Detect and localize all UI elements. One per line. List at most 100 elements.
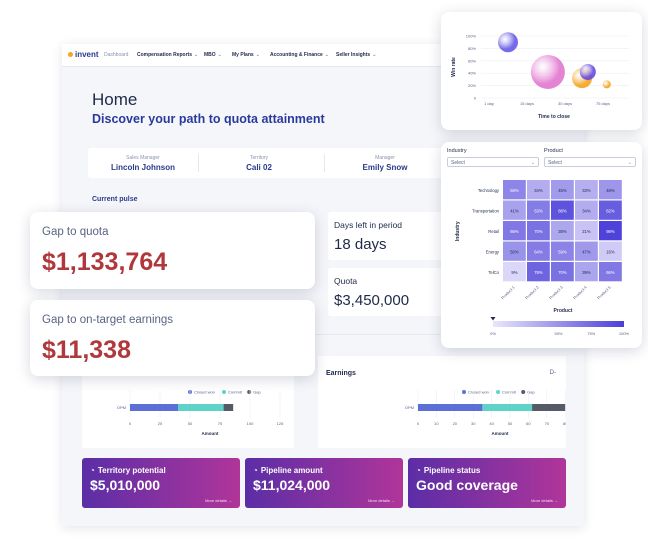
bubble-chart-panel: 0 20% 40% 60% 80% 100% 1 day 15 days 30 days 75 d… (441, 12, 642, 130)
legend-swatch (462, 390, 466, 394)
legend-label: Closed won (194, 390, 215, 395)
heatmap-cell (551, 180, 574, 200)
heatmap-cell (599, 200, 622, 220)
x-tick-label: 125 (277, 421, 284, 426)
cell-label: 38% (558, 229, 567, 234)
cell-label: 88% (558, 208, 567, 213)
y-axis-label: Win rate (451, 57, 457, 77)
x-tick-label: 80 (563, 421, 566, 426)
cell-label: 66% (510, 229, 519, 234)
industry-select[interactable]: Select ⌄ (447, 157, 539, 167)
x-tick-label: 75 (218, 421, 223, 426)
card-pipeline-amount[interactable]: ◔ Pipeline amount $11,024,000 More detail… (245, 458, 403, 508)
info-sales-manager: Sales Manager Lincoln Johnson (111, 155, 175, 172)
y-tick-label: 40% (468, 71, 476, 76)
row-label: Transportation (472, 208, 500, 213)
colorbar-tick-label: 50% (554, 331, 562, 336)
logo-mark-icon (68, 52, 73, 57)
x-tick-label: 40 (489, 421, 494, 426)
bar-commit (178, 404, 224, 411)
heatmap-cell (575, 262, 598, 282)
cell-label: 39% (582, 270, 591, 275)
colorbar (493, 321, 624, 327)
colorbar-tick-label: 100% (619, 331, 630, 336)
earnings-chart-title: Earnings (326, 370, 356, 377)
y-tick-label: OPM (117, 405, 126, 410)
x-axis-label: Time to close (538, 114, 570, 120)
nav-mbo[interactable]: MBO ⌄ (204, 52, 222, 58)
card-pipeline-status[interactable]: ◔ Pipeline status Good coverage More deta… (408, 458, 566, 508)
nav-dashboard[interactable]: Dashboard (104, 52, 129, 58)
nav-accounting-finance[interactable]: Accounting & Finance ⌄ (270, 52, 329, 58)
cell-label: 34% (582, 208, 591, 213)
heatmap-panel: Industry Select ⌄ Product Select ⌄ Technol… (441, 142, 642, 348)
x-tick-label: 60 (526, 421, 531, 426)
legend-swatch (521, 390, 526, 394)
heatmap-cell (599, 221, 622, 241)
colorbar-tick-label: 0% (490, 331, 496, 336)
page-title: Home (92, 90, 138, 109)
heatmap-cell (575, 221, 598, 241)
heatmap-cell (551, 241, 574, 261)
row-label: Energy (486, 249, 500, 254)
arrow-right-icon: → (391, 498, 395, 503)
x-tick-label: 25 (158, 421, 163, 426)
more-details-link[interactable]: More details → (531, 498, 558, 503)
y-tick-label: 20% (468, 83, 476, 88)
earnings-menu-button[interactable]: D- (549, 370, 556, 376)
more-details-link[interactable]: More details → (368, 498, 395, 503)
product-select[interactable]: Select ⌄ (544, 157, 636, 167)
nav-seller-insights[interactable]: Seller Insights ⌄ (336, 52, 377, 58)
legend-swatch (222, 390, 226, 394)
x-axis-label: Amount (492, 431, 509, 436)
heatmap-cell (527, 221, 550, 241)
chevron-down-icon: ⌄ (324, 52, 329, 58)
x-tick-label: 30 days (558, 101, 572, 106)
cell-label: 21% (582, 229, 591, 234)
more-details-link[interactable]: More details → (205, 498, 232, 503)
x-tick-label: 0 (417, 421, 420, 426)
bar-closed-won (418, 404, 483, 411)
cell-label: 59% (558, 249, 567, 254)
card-territory-potential[interactable]: ◔ Territory potential $5,010,000 More det… (82, 458, 240, 508)
cell-label: 50% (510, 249, 519, 254)
earnings-chart-panel: Earnings D- Closed won Commit Gap 0 10 20 30 40… (318, 356, 606, 448)
cell-label: 16% (606, 249, 615, 254)
heatmap-cell (599, 241, 622, 261)
heatmap-chart: Technology 58% 34% 45% 33% 48% Transportation 4… (455, 180, 630, 336)
spark-icon: ◔ (253, 466, 258, 475)
col-label: Product 3 (548, 284, 564, 300)
cell-label: 70% (558, 270, 567, 275)
bar-commit (482, 404, 533, 411)
heatmap-cell (503, 221, 526, 241)
chevron-down-icon: ⌄ (194, 52, 199, 58)
nav-my-plans[interactable]: My Plans ⌄ (232, 52, 260, 58)
chevron-down-icon: ⌄ (255, 52, 260, 58)
filter-product-label: Product (544, 148, 563, 154)
heatmap-cell (551, 262, 574, 282)
chevron-down-icon: ⌄ (627, 160, 632, 166)
cell-label: 41% (510, 208, 519, 213)
heatmap-cell (527, 262, 550, 282)
nav-compensation-reports[interactable]: Compensation Reports ⌄ (137, 52, 199, 58)
cell-label: 78% (534, 270, 543, 275)
x-tick-label: 15 days (520, 101, 534, 106)
y-tick-label: OPM (405, 405, 414, 410)
row-label: Technology (478, 188, 500, 193)
cell-label: 34% (534, 188, 543, 193)
row-label: TelCo (488, 270, 499, 275)
logo[interactable]: invent (68, 50, 99, 59)
x-tick-label: 70 (545, 421, 550, 426)
cell-label: 64% (534, 249, 543, 254)
cell-label: 63% (534, 208, 543, 213)
chevron-down-icon: ⌄ (217, 52, 222, 58)
heatmap-cell (551, 200, 574, 220)
cell-label: 98% (606, 229, 615, 234)
kpi-gap-to-ote: Gap to on-target earnings $11,338 (30, 300, 315, 376)
page-subtitle: Discover your path to quota attainment (92, 112, 325, 126)
cell-label: 66% (606, 270, 615, 275)
heatmap-cell (503, 241, 526, 261)
cell-label: 47% (582, 249, 591, 254)
cell-label: 45% (558, 188, 567, 193)
heatmap-cell (575, 200, 598, 220)
